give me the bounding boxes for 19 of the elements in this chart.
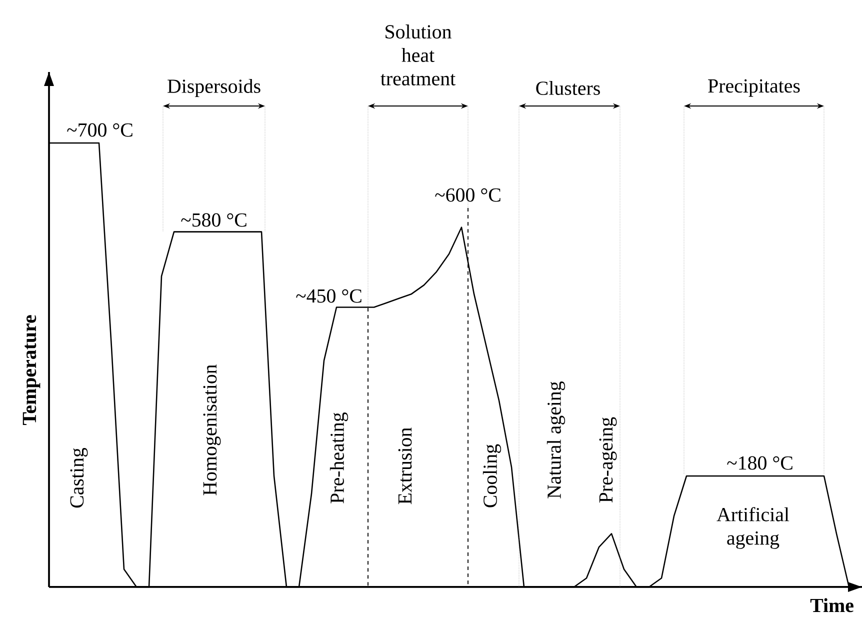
- y-axis-title: Temperature: [22, 315, 40, 425]
- annotation: Natural ageing: [546, 381, 566, 498]
- annotation: ~450 °C: [296, 289, 362, 303]
- annotation: Pre-heating: [330, 412, 348, 504]
- annotation: Homogenisation: [203, 364, 221, 496]
- text: Dispersoids: [168, 78, 260, 98]
- text: Solution heat treatment: [380, 24, 456, 86]
- annotation: Artificial ageing: [716, 507, 790, 549]
- annotation: ~600 °C: [435, 188, 500, 202]
- text: Clusters: [536, 80, 600, 96]
- annotation: Casting: [70, 448, 88, 508]
- annotation: Extrusion: [398, 428, 412, 504]
- text: Precipitates: [708, 79, 800, 97]
- text: ~700 °C: [67, 123, 132, 137]
- annotation: Cooling: [482, 444, 502, 508]
- annotation: ~180 °C: [727, 456, 792, 470]
- annotation: Pre-ageing: [599, 417, 617, 503]
- annotation: ~580 °C: [181, 213, 246, 227]
- x-axis-title: Time: [810, 598, 854, 612]
